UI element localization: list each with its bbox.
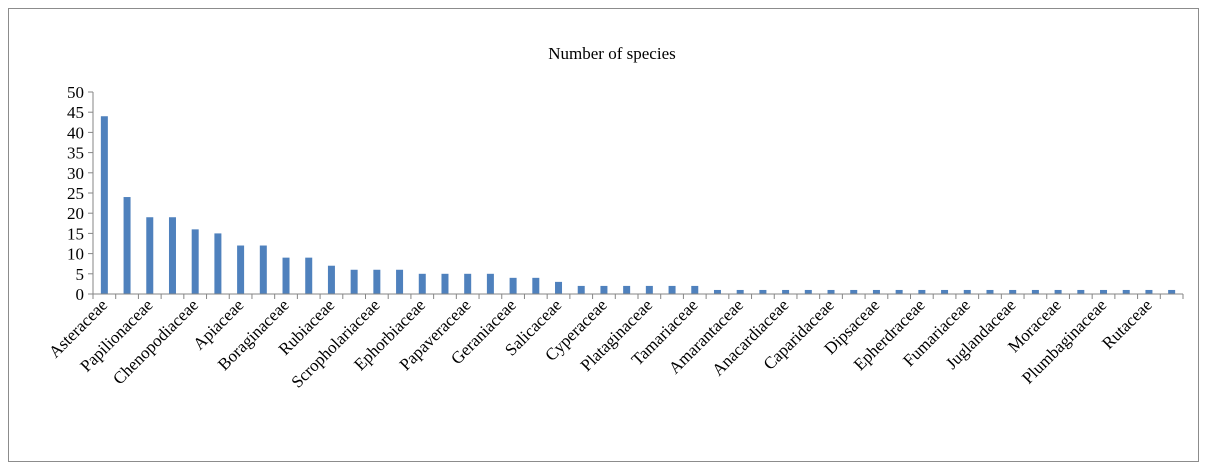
bar (1145, 289, 1153, 294)
bar (1122, 289, 1130, 294)
bar (464, 273, 472, 294)
bar (486, 273, 494, 294)
bar (941, 289, 949, 294)
y-tick-label: 15 (67, 224, 84, 243)
y-tick-label: 10 (67, 245, 84, 264)
bar (532, 277, 540, 294)
bar (282, 257, 290, 294)
bar (441, 273, 449, 294)
bar (327, 265, 335, 294)
bar (100, 116, 108, 295)
y-tick-label: 40 (67, 123, 84, 142)
bar (623, 285, 631, 294)
bar (237, 245, 245, 294)
bar (123, 197, 131, 294)
bar (555, 281, 563, 294)
bar (396, 269, 404, 294)
bar (850, 289, 858, 294)
bar (645, 285, 653, 294)
chart-title: Number of species (548, 44, 675, 63)
bar (418, 273, 426, 294)
bar (191, 229, 199, 294)
y-tick-label: 20 (67, 204, 84, 223)
bar (872, 289, 880, 294)
bar (986, 289, 994, 294)
chart-frame: Number of species 0 5 10 15 20 25 30 35 40 45 50 A… (8, 8, 1199, 462)
bar (305, 257, 313, 294)
x-axis: AsteraceaePapilionaceaeChenopodiaceaeApi… (45, 293, 1184, 392)
x-category-label: Rutaceae (1098, 295, 1155, 352)
bar (1077, 289, 1085, 294)
bar (782, 289, 790, 294)
y-tick-label: 50 (67, 83, 84, 102)
bar (600, 285, 608, 294)
bar (713, 289, 721, 294)
bar (509, 277, 517, 294)
bar (895, 289, 903, 294)
bar (373, 269, 381, 294)
bar (1100, 289, 1108, 294)
bar (963, 289, 971, 294)
bar (259, 245, 267, 294)
bar (668, 285, 676, 294)
bar (350, 269, 358, 294)
y-tick-label: 0 (76, 285, 85, 304)
bars (100, 116, 1176, 295)
bar (804, 289, 812, 294)
bar (827, 289, 835, 294)
bar (759, 289, 767, 294)
bar (918, 289, 926, 294)
y-tick-label: 30 (67, 164, 84, 183)
bar (168, 217, 176, 294)
bar (1168, 289, 1176, 294)
y-tick-label: 5 (76, 265, 85, 284)
y-tick-label: 25 (67, 184, 84, 203)
bar (736, 289, 744, 294)
y-tick-label: 45 (67, 103, 84, 122)
y-tick-label: 35 (67, 144, 84, 163)
bar (1031, 289, 1039, 294)
bar (214, 233, 222, 294)
bar (577, 285, 585, 294)
bar (691, 285, 699, 294)
bar (146, 217, 154, 294)
bar (1054, 289, 1062, 294)
bar (1009, 289, 1017, 294)
